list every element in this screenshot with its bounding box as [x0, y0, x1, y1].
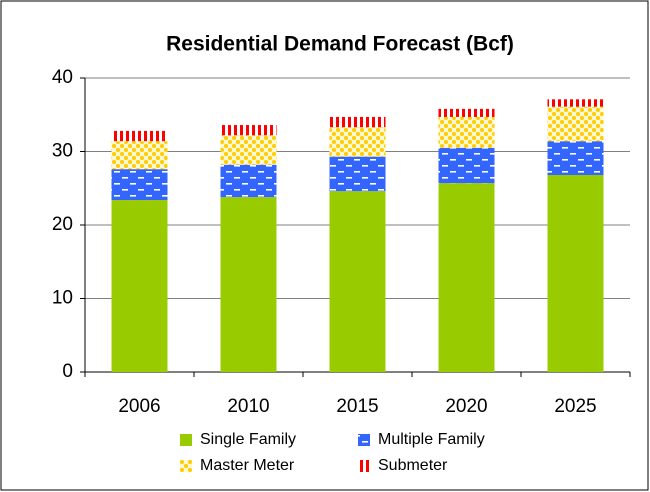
bar-segment: [111, 141, 168, 170]
bar-segment: [329, 116, 386, 128]
chart-title: Residential Demand Forecast (Bcf): [166, 33, 514, 56]
legend-swatch: [180, 460, 192, 472]
bar-segment: [220, 197, 277, 372]
bar-segment: [220, 135, 277, 165]
legend-swatch: [358, 434, 370, 446]
bar-segment: [438, 116, 495, 148]
bar-segment: [111, 130, 168, 142]
bar-segment: [547, 175, 604, 372]
bar-segment: [547, 141, 604, 176]
x-tick-label: 2015: [336, 396, 378, 417]
bar-segment: [547, 99, 604, 107]
bar-segment: [111, 169, 168, 201]
bar-segment: [220, 164, 277, 198]
y-tick-label: 30: [52, 141, 73, 162]
bar-segment: [329, 127, 386, 157]
legend-swatch: [180, 434, 192, 446]
y-tick-label: 0: [62, 361, 73, 382]
legend-label: Master Meter: [200, 457, 295, 474]
legend-label: Submeter: [378, 457, 448, 474]
bar-segment: [220, 125, 277, 136]
x-tick-label: 2020: [445, 396, 487, 417]
y-tick-label: 20: [52, 214, 73, 235]
legend-swatch: [358, 460, 370, 472]
bar-segment: [547, 106, 604, 142]
bar-segment: [329, 191, 386, 372]
bar-segment: [438, 183, 495, 372]
bar-segment: [111, 200, 168, 372]
y-tick-label: 10: [52, 288, 73, 309]
bar-segment: [438, 108, 495, 117]
x-tick-label: 2010: [227, 396, 269, 417]
bar-segment: [438, 147, 495, 184]
bar-segment: [329, 156, 386, 192]
x-tick-label: 2025: [554, 396, 596, 417]
legend-label: Multiple Family: [378, 431, 485, 448]
legend-label: Single Family: [200, 431, 296, 448]
x-tick-label: 2006: [118, 396, 160, 417]
y-tick-label: 40: [52, 67, 73, 88]
